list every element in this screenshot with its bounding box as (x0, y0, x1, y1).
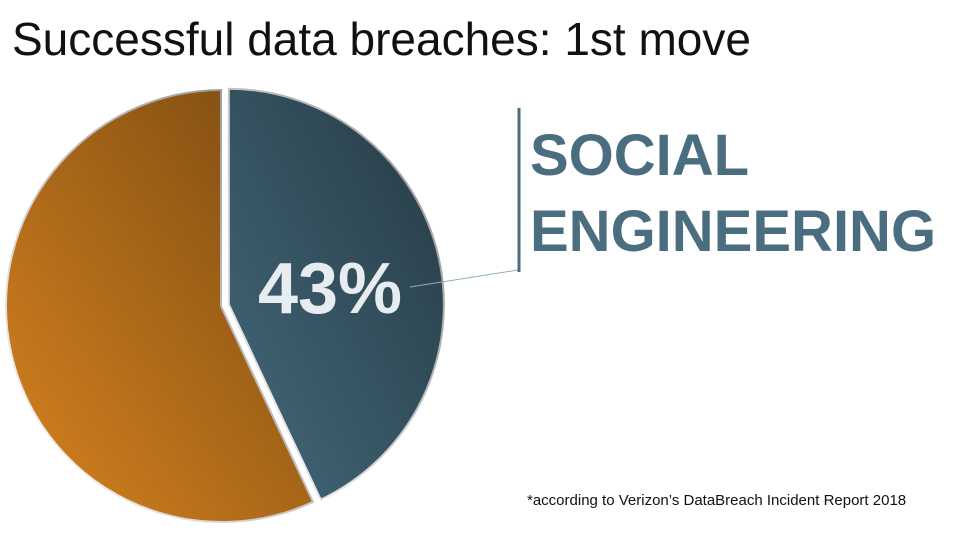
chart-title: Successful data breaches: 1st move (12, 13, 751, 65)
category-label: SOCIAL ENGINEERING (530, 123, 937, 264)
annotation: *according to Verizon’s DataBreach Incid… (527, 492, 906, 509)
value-label: 43% (258, 249, 402, 329)
leader-line (409, 269, 519, 288)
